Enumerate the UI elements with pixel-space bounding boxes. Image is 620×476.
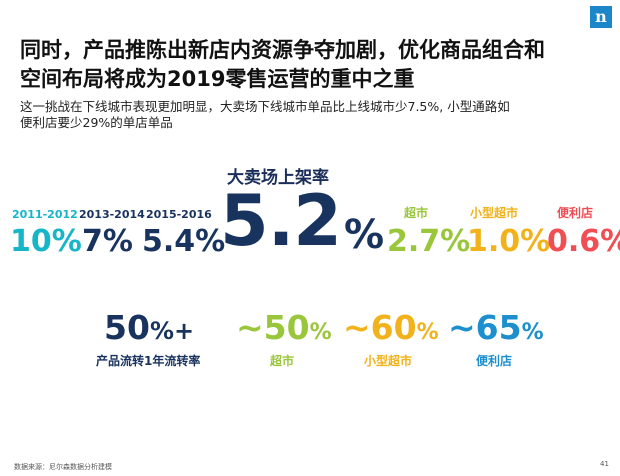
period-value-2: 7%	[82, 224, 133, 259]
turnover-main-label: 产品流转1年流转率	[96, 354, 201, 368]
turnover-minimarket-label: 小型超市	[364, 354, 413, 368]
footer-source: 数据来源：尼尔森数据分析建模	[14, 463, 112, 471]
channel-value-supermarket: 2.7%	[387, 224, 471, 259]
turnover-minimarket-value: ~60%	[343, 308, 439, 347]
turnover-convenience-pct: %	[521, 320, 544, 345]
turnover-convenience-value: ~65%	[448, 308, 544, 347]
turnover-supermarket-label: 超市	[270, 354, 295, 368]
period-label-3: 2015-2016	[146, 208, 212, 221]
shelf-rate-main-value: 5.2	[220, 180, 342, 262]
channel-label-supermarket: 超市	[404, 206, 429, 220]
channel-value-convenience: 0.6%	[547, 224, 620, 259]
turnover-supermarket-value: ~50%	[236, 308, 332, 347]
subtitle-line-1: 这一挑战在下线城市表现更加明显，大卖场下线城市单品比上线城市少7.5%, 小型通…	[20, 99, 510, 114]
page-title: 同时，产品推陈出新店内资源争夺加剧，优化商品组合和 空间布局将成为2019零售运…	[20, 36, 595, 94]
turnover-main-number: 50	[104, 308, 150, 347]
period-label-1: 2011-2012	[12, 208, 78, 221]
period-value-1: 10%	[10, 224, 82, 259]
period-label-2: 2013-2014	[79, 208, 145, 221]
turnover-main-value: 50%+	[104, 308, 194, 347]
shelf-rate-main-unit: %	[344, 212, 385, 258]
turnover-minimarket-pct: %	[416, 320, 439, 345]
channel-label-minimarket: 小型超市	[470, 206, 519, 220]
turnover-minimarket-number: ~60	[343, 308, 417, 347]
turnover-convenience-label: 便利店	[476, 354, 513, 368]
turnover-main-suffix: %+	[149, 317, 195, 345]
subtitle-line-2: 便利店要少29%的单店单品	[20, 115, 173, 130]
shelf-rate-label: 大卖场上架率	[227, 168, 329, 188]
channel-label-convenience: 便利店	[557, 206, 594, 220]
period-value-3: 5.4%	[142, 224, 226, 259]
turnover-convenience-number: ~65	[448, 308, 522, 347]
nielsen-logo: n	[590, 6, 612, 28]
channel-value-minimarket: 1.0%	[467, 224, 551, 259]
page-number: 41	[600, 460, 609, 468]
title-line-1: 同时，产品推陈出新店内资源争夺加剧，优化商品组合和	[20, 38, 545, 62]
title-line-2: 空间布局将成为2019零售运营的重中之重	[20, 67, 415, 91]
turnover-supermarket-number: ~50	[236, 308, 310, 347]
page-subtitle: 这一挑战在下线城市表现更加明显，大卖场下线城市单品比上线城市少7.5%, 小型通…	[20, 99, 610, 131]
turnover-supermarket-pct: %	[309, 320, 332, 345]
